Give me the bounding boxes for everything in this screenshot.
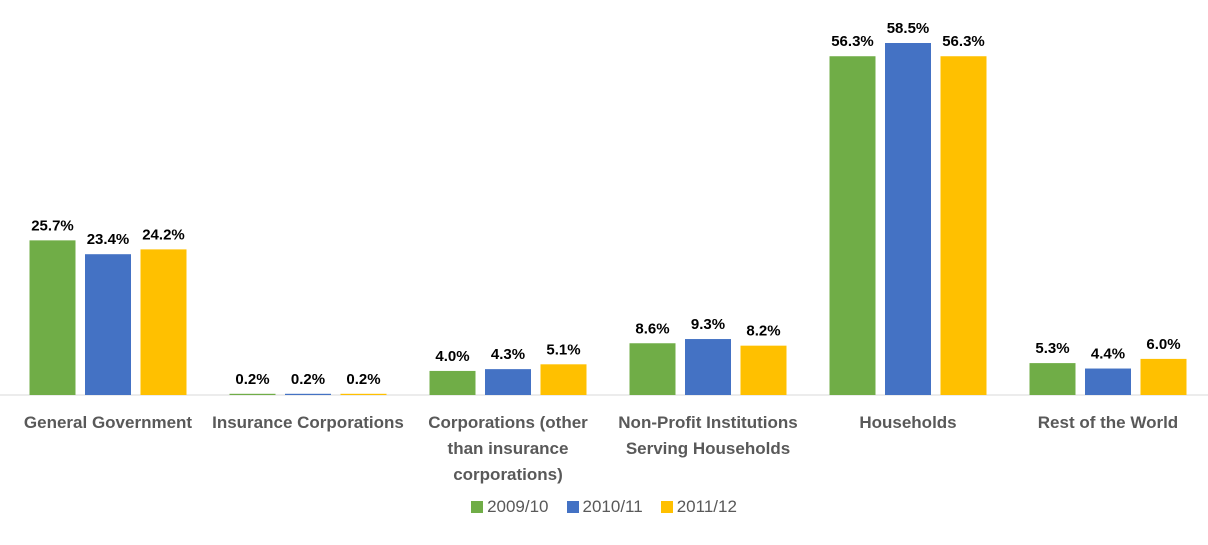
value-label: 9.3%: [691, 316, 725, 333]
value-label: 4.3%: [491, 346, 525, 363]
bar: [340, 393, 387, 395]
bar: [885, 43, 931, 395]
category-label: Corporations (other than insurance corpo…: [428, 413, 588, 484]
bar: [140, 249, 187, 395]
value-label: 5.1%: [546, 341, 580, 358]
bar: [1085, 368, 1131, 395]
category-label: Rest of the World: [1037, 413, 1179, 432]
value-label: 5.3%: [1035, 340, 1069, 357]
value-label: 4.0%: [435, 348, 469, 365]
bar: [429, 370, 476, 395]
legend-item: 2011/12: [660, 497, 737, 517]
category-label: Insurance Corporations: [212, 413, 404, 432]
legend-item: 2009/10: [471, 497, 549, 517]
value-label: 58.5%: [887, 20, 930, 37]
legend-swatch: [660, 501, 673, 513]
bar: [29, 240, 76, 395]
category-label: Non-Profit Institutions Serving Househol…: [618, 413, 798, 458]
value-label: 23.4%: [87, 231, 130, 248]
legend-swatch: [471, 501, 484, 513]
bar: [1029, 363, 1076, 395]
value-label: 0.2%: [291, 371, 325, 388]
value-label: 56.3%: [942, 33, 985, 50]
value-label: 6.0%: [1146, 336, 1180, 353]
legend-item: 2010/11: [566, 497, 643, 517]
value-label: 0.2%: [346, 371, 380, 388]
value-label: 4.4%: [1091, 346, 1125, 363]
bar: [229, 393, 276, 395]
legend-label: 2009/10: [487, 497, 549, 516]
legend-label: 2010/11: [582, 497, 643, 516]
value-label: 8.6%: [635, 320, 669, 337]
bar: [540, 364, 587, 395]
bar: [485, 369, 531, 395]
value-label: 24.2%: [142, 226, 185, 243]
legend-swatch: [566, 501, 579, 513]
bar: [685, 339, 731, 395]
bar: [829, 56, 876, 395]
legend: 2009/10 2010/11 2011/12: [0, 497, 1208, 517]
bar: [940, 56, 987, 395]
bar: [85, 254, 131, 395]
value-label: 8.2%: [746, 323, 780, 340]
category-label: General Government: [23, 413, 193, 432]
value-label: 0.2%: [235, 371, 269, 388]
value-label: 56.3%: [831, 33, 874, 50]
legend-label: 2011/12: [676, 497, 737, 516]
bar: [285, 393, 331, 395]
category-label: Households: [859, 413, 957, 432]
value-label: 25.7%: [31, 217, 74, 234]
bar: [629, 343, 676, 395]
bar: [740, 345, 787, 395]
bar: [1140, 358, 1187, 395]
